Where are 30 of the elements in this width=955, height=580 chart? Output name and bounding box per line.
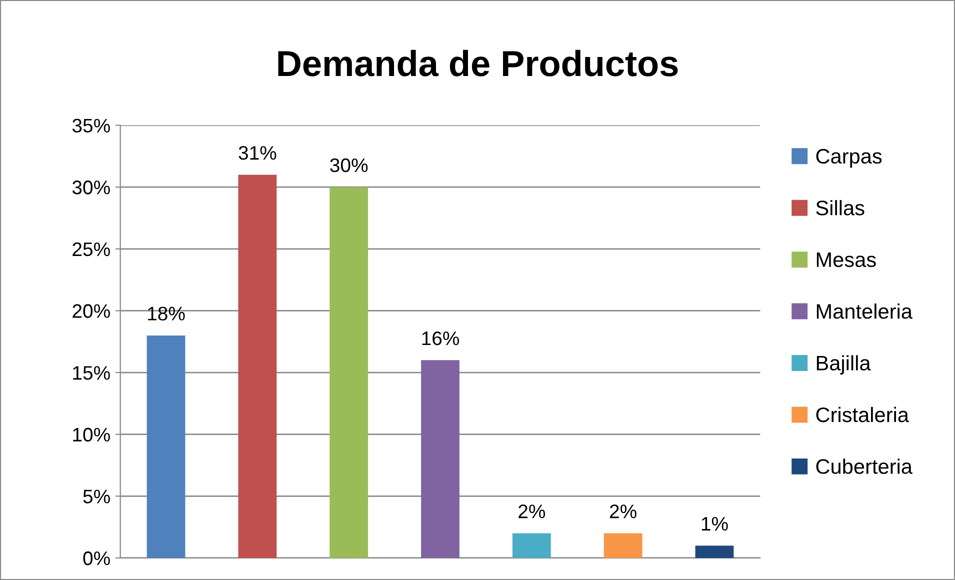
legend-label: Sillas: [816, 200, 864, 216]
y-tick-label: 10%: [73, 428, 110, 442]
bar: [421, 360, 460, 558]
data-label: 1%: [702, 516, 728, 531]
data-label: 30%: [330, 158, 368, 172]
data-label: 16%: [422, 331, 460, 346]
bar: [512, 533, 551, 558]
data-label: 18%: [148, 306, 185, 320]
y-tick-label: 5%: [83, 490, 110, 504]
y-tick-label: 0%: [83, 551, 110, 566]
data-label: 2%: [610, 504, 636, 518]
bar: [330, 187, 368, 558]
y-tick-label: 30%: [72, 180, 110, 194]
legend-label: Manteleria: [816, 303, 912, 319]
bar: [146, 335, 186, 558]
legend-label: Cristaleria: [816, 406, 909, 422]
y-tick-label: 20%: [72, 304, 110, 318]
bar: [604, 533, 642, 558]
y-tick-label: 35%: [72, 118, 110, 133]
chart-title: Demanda de Productos: [278, 50, 678, 76]
bar: [695, 546, 734, 558]
data-label: 2%: [518, 504, 546, 518]
y-tick-label: 25%: [72, 242, 110, 256]
legend-label: Cuberteria: [816, 458, 912, 474]
bar: [238, 174, 277, 558]
legend-label: Mesas: [816, 252, 876, 268]
y-tick-label: 15%: [73, 366, 110, 380]
legend-label: Carpas: [816, 148, 882, 168]
legend-label: Bajilla: [816, 355, 871, 375]
data-label: 31%: [238, 146, 276, 160]
